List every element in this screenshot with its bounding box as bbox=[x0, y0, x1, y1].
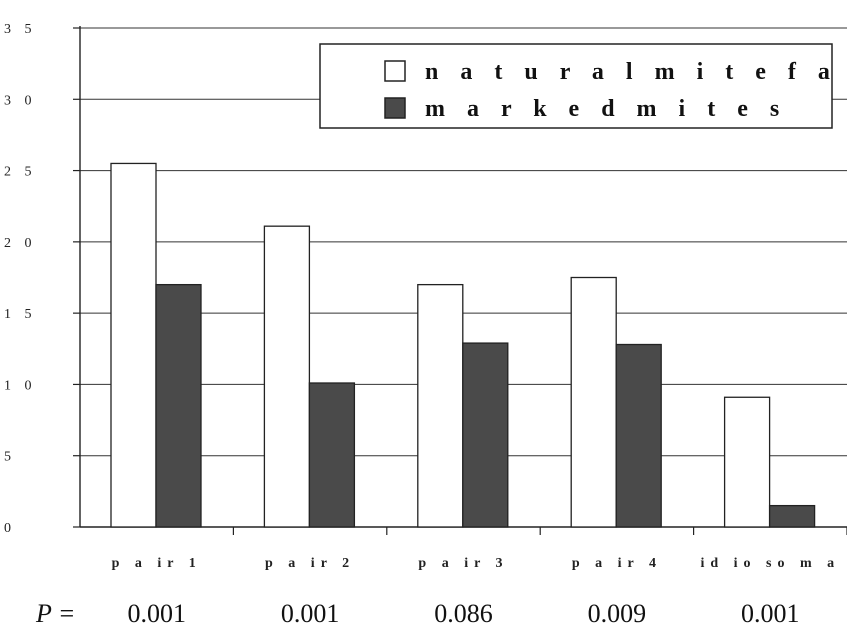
bar-natural-mite-fall bbox=[263, 225, 311, 528]
legend: n a t u r a l m i t e f a l l m a r k e … bbox=[319, 43, 847, 129]
p-value: 0.001 bbox=[741, 599, 800, 628]
x-tick-labels: p a ir 1 p a ir 2 p a ir 3 p a ir 4 id io so… bbox=[112, 556, 840, 571]
p-value-label: P = bbox=[35, 599, 75, 628]
p-value: 0.009 bbox=[588, 599, 647, 628]
legend-swatch-marked-mites bbox=[384, 97, 406, 119]
p-values: 0.001 0.001 0.086 0.009 0.001 bbox=[127, 599, 799, 628]
bar-natural-mite-fall bbox=[570, 276, 617, 528]
bar-marked-mites bbox=[768, 504, 816, 528]
x-tick-label: id io so m a bbox=[700, 556, 840, 571]
x-tick-label: p a ir 1 bbox=[112, 556, 202, 571]
p-value: 0.001 bbox=[127, 599, 186, 628]
y-tick-label: 2 0 bbox=[4, 236, 37, 251]
p-value: 0.001 bbox=[281, 599, 340, 628]
y-tick-label: 1 0 bbox=[4, 378, 37, 393]
y-tick-label: 2 5 bbox=[4, 165, 37, 180]
y-tick-labels: 0 5 1 0 1 5 2 0 2 5 3 0 3 5 bbox=[4, 22, 37, 536]
bar-natural-mite-fall bbox=[417, 283, 464, 528]
bar-marked-mites bbox=[615, 343, 662, 528]
legend-label-natural-mite-fall: n a t u r a l m i t e f a l l bbox=[425, 59, 847, 85]
bar-marked-mites bbox=[155, 283, 202, 528]
x-tick-label: p a ir 4 bbox=[572, 556, 662, 571]
bar-marked-mites bbox=[462, 342, 509, 528]
y-tick-label: 3 0 bbox=[4, 93, 37, 108]
p-value: 0.086 bbox=[434, 599, 493, 628]
legend-swatch-natural-mite-fall bbox=[384, 60, 406, 82]
y-tick-label: 5 bbox=[4, 450, 16, 465]
bar-marked-mites bbox=[308, 382, 356, 528]
x-tick-label: p a ir 2 bbox=[265, 556, 355, 571]
bars bbox=[110, 162, 816, 528]
y-tick-label: 3 5 bbox=[4, 22, 37, 37]
x-tick-label: p a ir 3 bbox=[418, 556, 508, 571]
legend-label-marked-mites: m a r k e d m i t e s bbox=[425, 96, 787, 122]
bar-natural-mite-fall bbox=[723, 396, 771, 528]
y-tick-label: 1 5 bbox=[4, 307, 37, 322]
y-tick-label: 0 bbox=[4, 521, 16, 536]
bar-natural-mite-fall bbox=[110, 162, 157, 528]
